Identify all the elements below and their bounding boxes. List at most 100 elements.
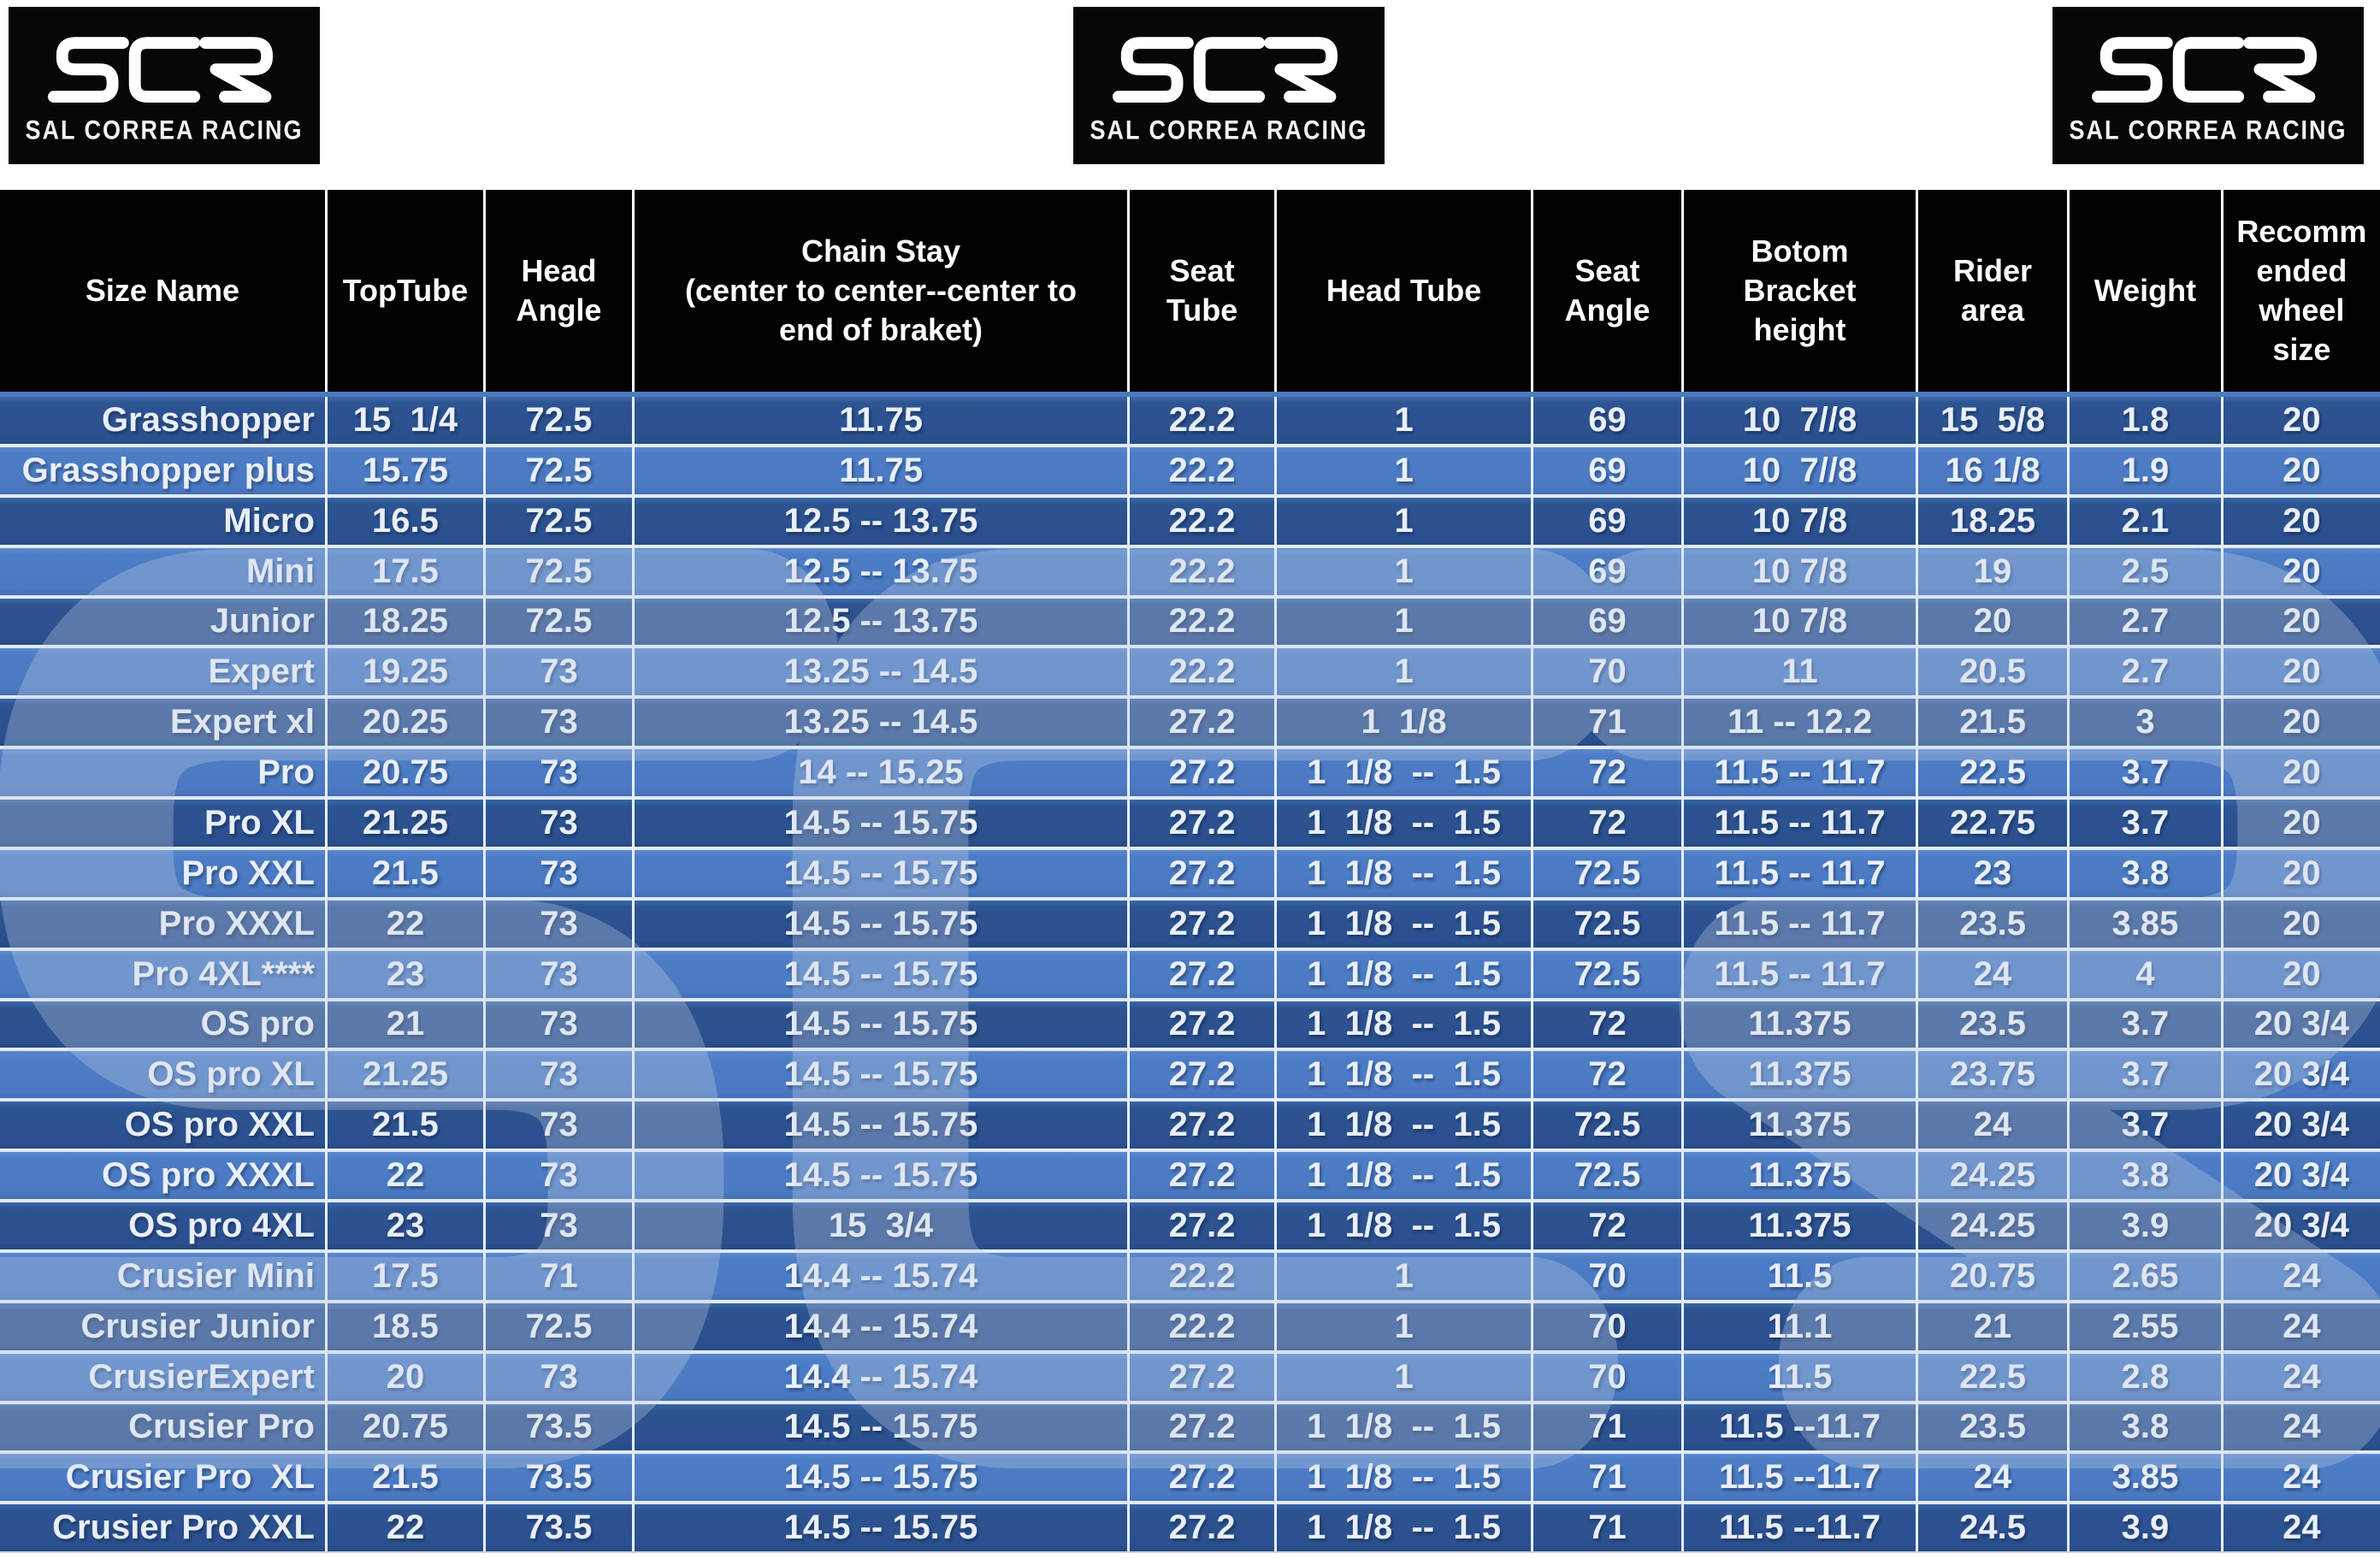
- column-header-head-tube: Head Tube: [1277, 190, 1534, 392]
- table-row: Expert xl 20.25 73 13.25 -- 14.5 27.2 1 1/8 71…: [0, 699, 2380, 750]
- size-name-cell: Pro XXXL: [0, 900, 328, 948]
- table-cell: 11.5 -- 11.7: [1684, 800, 1919, 847]
- table-cell: 1: [1277, 1302, 1534, 1350]
- table-cell: 20: [2283, 552, 2321, 590]
- table-cell: 20.5: [1918, 648, 2070, 696]
- table-cell: 23: [1918, 849, 2070, 897]
- table-cell: 20.75: [328, 1403, 486, 1451]
- table-cell: 1 1/8 -- 1.5: [1277, 800, 1534, 847]
- table-cell: 24.25: [1918, 1202, 2070, 1249]
- table-cell: 11.75: [635, 446, 1131, 494]
- table-cell: 11.375: [1684, 1152, 1919, 1199]
- table-cell: 27.2: [1130, 1152, 1278, 1199]
- table-cell: 15.75: [328, 446, 486, 494]
- table-row: OS pro XXL 21.5 73 14.5 -- 15.75 27.2 1 1/8 -…: [0, 1101, 2380, 1153]
- table-row: Pro XL 21.25 73 14.5 -- 15.75 27.2 1 1/8 -- 1…: [0, 800, 2380, 850]
- table-cell: 16 1/8: [1918, 446, 2070, 494]
- table-cell: 20: [2283, 602, 2321, 641]
- table-cell: 22.2: [1130, 547, 1278, 595]
- table-cell: 73.5: [486, 1403, 635, 1451]
- table-cell: 14.5 -- 15.75: [635, 849, 1131, 897]
- table-cell: 73: [486, 1101, 635, 1149]
- table-cell: 3.85: [2070, 1454, 2223, 1502]
- table-cell: 72.5: [1533, 1101, 1684, 1149]
- table-cell: 14.5 -- 15.75: [635, 1454, 1131, 1502]
- table-cell: 15 5/8: [1918, 397, 2070, 444]
- scr-monogram-icon: [2073, 28, 2343, 112]
- table-cell: 17.5: [328, 1252, 486, 1300]
- table-cell: 2.7: [2070, 648, 2223, 696]
- table-cell: 22.2: [1130, 446, 1278, 494]
- table-cell: 24: [1918, 1101, 2070, 1149]
- table-cell: 21.25: [328, 1051, 486, 1099]
- table-cell: 21.5: [328, 1101, 486, 1149]
- table-cell: 1.8: [2070, 397, 2223, 444]
- table-cell: 15 3/4: [635, 1202, 1131, 1249]
- table-cell: 14.5 -- 15.75: [635, 800, 1131, 847]
- logo-tagline: SAL CORREA RACING: [2069, 115, 2348, 145]
- size-name-cell: Grasshopper plus: [0, 446, 328, 494]
- column-header-size-name: Size Name: [0, 190, 328, 392]
- table-cell: 22: [328, 1504, 486, 1552]
- table-cell: 11.375: [1684, 1101, 1919, 1149]
- table-cell: 27.2: [1130, 1051, 1278, 1099]
- table-row: Crusier Pro XXL 22 73.5 14.5 -- 15.75 27.2 1 …: [0, 1504, 2380, 1552]
- table-cell: 24: [1918, 950, 2070, 998]
- table-cell: 27.2: [1130, 1403, 1278, 1451]
- table-cell: 3.85: [2070, 900, 2223, 948]
- table-cell: 73: [486, 800, 635, 847]
- table-cell: 11.5: [1684, 1353, 1919, 1401]
- table-cell: 23: [328, 950, 486, 998]
- table-cell: 10 7//8: [1684, 446, 1919, 494]
- table-cell: 70: [1533, 1353, 1684, 1401]
- table-cell: 21: [1918, 1302, 2070, 1350]
- size-name-cell: Crusier Mini: [0, 1252, 328, 1300]
- table-cell: 22.2: [1130, 497, 1278, 545]
- size-name-cell: Crusier Junior: [0, 1302, 328, 1350]
- table-cell: 14 -- 15.25: [635, 749, 1131, 796]
- logo-tagline: SAL CORREA RACING: [1090, 115, 1368, 145]
- table-cell: 20: [2283, 753, 2321, 792]
- table-cell: 73: [486, 648, 635, 696]
- table-cell: 21: [328, 1001, 486, 1048]
- table-cell: 1 1/8 -- 1.5: [1277, 1454, 1534, 1502]
- table-row: Crusier Pro 20.75 73.5 14.5 -- 15.75 27.2 1 1…: [0, 1403, 2380, 1455]
- table-cell: 14.5 -- 15.75: [635, 1403, 1131, 1451]
- table-cell: 14.5 -- 15.75: [635, 1101, 1131, 1149]
- table-cell: 73: [486, 849, 635, 897]
- table-cell: 23.75: [1918, 1051, 2070, 1099]
- table-row: Grasshopper 15 1/4 72.5 11.75 22.2 1 69 10 7//8…: [0, 397, 2380, 447]
- table-cell: 20 3/4: [2253, 1206, 2350, 1244]
- table-cell: 72: [1533, 749, 1684, 796]
- table-cell: 24: [2283, 1458, 2321, 1497]
- table-cell: 14.4 -- 15.74: [635, 1353, 1131, 1401]
- table-cell: 73: [486, 1001, 635, 1048]
- table-cell: 24: [2283, 1307, 2321, 1345]
- table-cell: 69: [1533, 598, 1684, 646]
- table-cell: 20 3/4: [2253, 1156, 2350, 1195]
- table-cell: 22: [328, 900, 486, 948]
- table-cell: 1: [1277, 1252, 1534, 1300]
- table-cell: 11: [1684, 648, 1919, 696]
- table-cell: 71: [486, 1252, 635, 1300]
- scr-logo: SAL CORREA RACING: [2052, 7, 2364, 164]
- table-cell: 69: [1533, 547, 1684, 595]
- table-cell: 12.5 -- 13.75: [635, 598, 1131, 646]
- table-cell: 3.9: [2070, 1504, 2223, 1552]
- column-header-wheel-size: Recomm ended wheel size: [2236, 213, 2367, 368]
- table-cell: 20: [2283, 954, 2321, 993]
- table-cell: 10 7/8: [1684, 598, 1919, 646]
- table-cell: 3.8: [2070, 1403, 2223, 1451]
- table-cell: 21.5: [1918, 699, 2070, 747]
- size-name-cell: Pro 4XL****: [0, 950, 328, 998]
- table-cell: 72.5: [486, 547, 635, 595]
- table-cell: 13.25 -- 14.5: [635, 699, 1131, 747]
- table-cell: 1: [1277, 547, 1534, 595]
- table-cell: 1: [1277, 1353, 1534, 1401]
- size-name-cell: OS pro: [0, 1001, 328, 1048]
- column-header-seat-tube: Seat Tube: [1130, 190, 1278, 392]
- table-cell: 17.5: [328, 547, 486, 595]
- table-cell: 11.375: [1684, 1202, 1919, 1249]
- table-cell: 11.5 --11.7: [1684, 1454, 1919, 1502]
- size-name-cell: Mini: [0, 547, 328, 595]
